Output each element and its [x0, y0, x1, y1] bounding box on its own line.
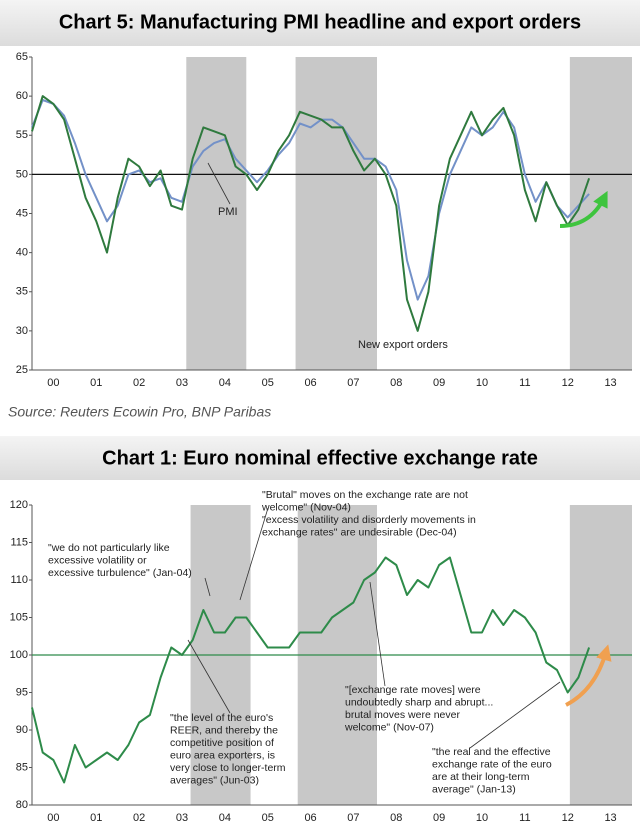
chart-title: Chart 1: Euro nominal effective exchange…: [102, 447, 538, 469]
y-tick-label: 105: [10, 611, 28, 623]
annotation: averages" (Jun-03): [170, 774, 259, 786]
y-tick-label: 120: [10, 499, 28, 511]
title-bar: [0, 436, 640, 480]
x-tick-label: 12: [562, 377, 574, 389]
data-line: [31, 99, 590, 301]
y-tick-label: 60: [16, 90, 28, 102]
pointer: [187, 639, 231, 714]
x-tick-label: 04: [219, 812, 231, 824]
x-tick-label: 01: [90, 812, 102, 824]
y-tick-label: 115: [10, 536, 28, 548]
annotation: are at their long-term: [432, 771, 530, 783]
x-tick-label: 13: [604, 812, 616, 824]
x-tick-label: 01: [90, 377, 102, 389]
pointer: [207, 162, 231, 205]
x-tick-label: 02: [133, 812, 145, 824]
title-bar: [0, 0, 640, 46]
x-tick-label: 10: [476, 812, 488, 824]
y-tick-label: 80: [16, 799, 28, 811]
y-tick-label: 45: [16, 207, 28, 219]
x-tick-label: 00: [47, 377, 59, 389]
y-tick-label: 90: [16, 724, 28, 736]
x-tick-label: 05: [262, 812, 274, 824]
source-note: Source: Reuters Ecowin Pro, BNP Paribas: [8, 404, 271, 420]
annotation: brutal moves were never: [345, 709, 460, 721]
x-tick-label: 06: [304, 377, 316, 389]
x-tick-label: 11: [519, 377, 530, 389]
x-tick-label: 08: [390, 812, 402, 824]
y-tick-label: 50: [16, 168, 28, 180]
pointer: [204, 577, 211, 597]
decorations: [187, 162, 612, 749]
x-tick-label: 06: [304, 812, 316, 824]
y-tick-label: 110: [10, 574, 28, 586]
series-label: New export orders: [358, 339, 448, 351]
annotation: welcome" (Nov-07): [344, 721, 434, 733]
annotation: "the real and the effective: [432, 746, 551, 758]
x-tick-label: 03: [176, 812, 188, 824]
pointer: [369, 581, 386, 687]
y-tick-label: 95: [16, 686, 28, 698]
x-tick-label: 09: [433, 812, 445, 824]
annotation: excessive turbulence" (Jan-04): [48, 567, 192, 579]
annotation: euro area exporters, is: [170, 749, 275, 761]
annotation: "excess volatility and disorderly moveme…: [262, 514, 476, 526]
pointer: [469, 681, 561, 749]
annotation: "Brutal" moves on the exchange rate are …: [262, 489, 468, 501]
shaded-period: [295, 57, 377, 370]
annotation: very close to longer-term: [170, 762, 286, 774]
y-tick-label: 55: [16, 129, 28, 141]
series-label: PMI: [218, 206, 238, 218]
x-tick-label: 00: [47, 812, 59, 824]
annotation: REER, and thereby the: [170, 724, 278, 736]
plots: 25 30 35 40 45 50 55 60 65 00 01 02 03 04 05 06 07 08 09 10…: [10, 51, 632, 824]
pointer: [239, 507, 269, 601]
x-tick-label: 11: [519, 812, 530, 824]
annotation: welcome" (Nov-04): [261, 501, 351, 513]
x-tick-label: 10: [476, 377, 488, 389]
y-tick-label: 35: [16, 286, 28, 298]
y-tick-label: 40: [16, 247, 28, 259]
shaded-period: [186, 57, 247, 370]
annotation: average" (Jan-13): [432, 783, 516, 795]
annotation: undoubtedly sharp and abrupt...: [345, 696, 493, 708]
x-tick-label: 13: [604, 377, 616, 389]
y-tick-label: 100: [10, 649, 28, 661]
y-tick-label: 25: [16, 364, 28, 376]
x-tick-label: 05: [262, 377, 274, 389]
annotation: "the level of the euro's: [170, 712, 273, 724]
annotation: exchange rate of the euro: [432, 758, 552, 770]
data-line: [31, 95, 591, 332]
x-tick-label: 02: [133, 377, 145, 389]
annotation: excessive volatility or: [48, 554, 147, 566]
x-tick-label: 08: [390, 377, 402, 389]
arrow: [559, 190, 608, 228]
annotation: exchange rates" are undesirable (Dec-04): [262, 526, 457, 538]
x-tick-label: 03: [176, 377, 188, 389]
y-tick-label: 30: [16, 325, 28, 337]
x-tick-label: 12: [562, 812, 574, 824]
annotation: "[exchange rate moves] were: [345, 684, 481, 696]
x-tick-label: 09: [433, 377, 445, 389]
annotation: "we do not particularly like: [48, 542, 170, 554]
y-tick-label: 85: [16, 761, 28, 773]
data-line: [31, 556, 591, 784]
x-tick-label: 07: [347, 812, 359, 824]
arrow: [565, 644, 612, 707]
x-tick-label: 07: [347, 377, 359, 389]
y-tick-label: 65: [16, 51, 28, 63]
shaded-period: [569, 57, 632, 370]
chart-title: Chart 5: Manufacturing PMI headline and …: [59, 11, 581, 33]
x-tick-label: 04: [219, 377, 231, 389]
annotation: competitive position of: [170, 737, 274, 749]
